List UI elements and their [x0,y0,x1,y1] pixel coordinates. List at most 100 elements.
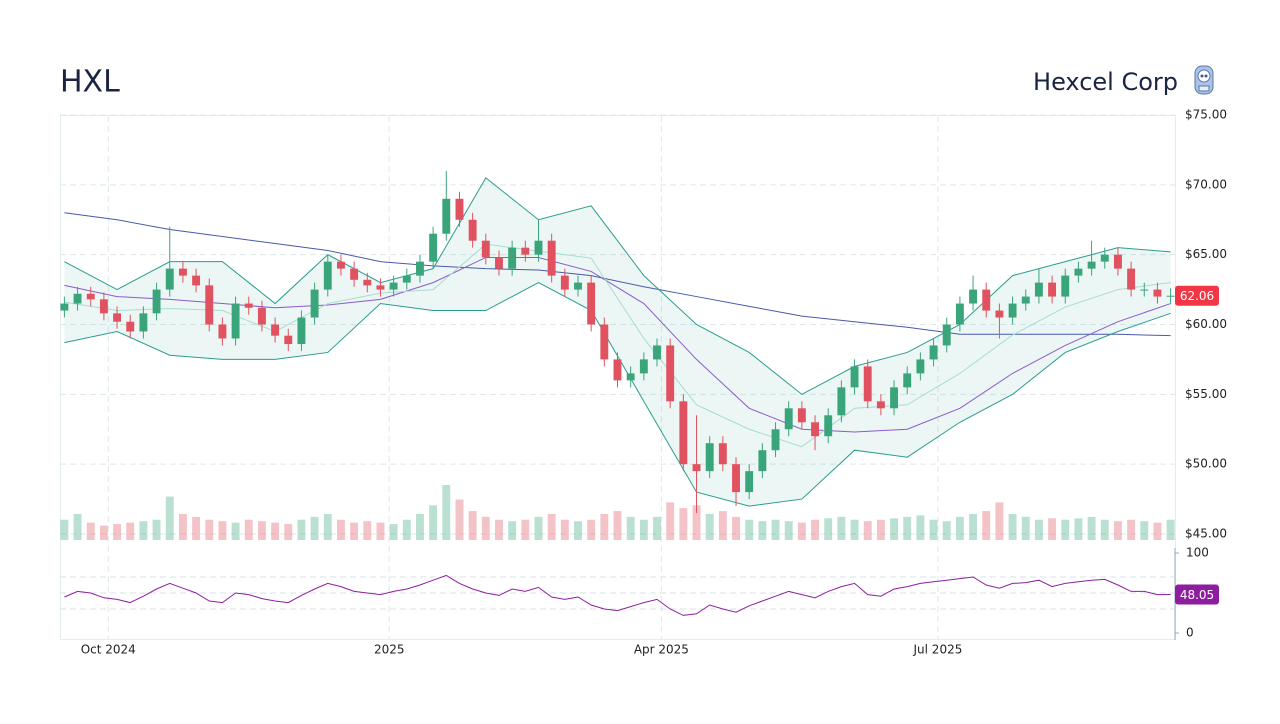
volume-bar [692,505,701,540]
volume-bar [587,519,596,540]
volume-bar [257,521,266,540]
volume-bar [508,521,517,540]
candle-body [850,366,859,388]
candle-body [876,401,885,409]
volume-bar [797,522,806,540]
volume-bar [824,518,833,540]
volume-bar [1048,518,1057,540]
candle-body [587,282,596,325]
candle-body [1127,268,1136,290]
candle-body [929,345,938,360]
rsi-line [64,574,1171,616]
candle-body [244,303,253,308]
y-tick-label: $75.00 [1185,108,1227,122]
volume-bar [705,513,714,540]
indicator-line [64,212,1171,337]
candle-body [639,359,648,374]
volume-bar [653,516,661,540]
candle-body [86,293,95,300]
volume-bar [745,519,754,540]
candle-body [969,289,978,304]
volume-bar [679,508,688,540]
volume-bar [666,502,675,540]
candle-body [402,275,411,283]
volume-bar [1087,516,1096,540]
candle-body [376,285,385,290]
candle-body [613,359,622,381]
volume-bar [784,521,793,540]
volume-bar [402,519,411,540]
volume-bar [350,522,359,540]
candle-body [718,443,727,465]
volume-bar [718,511,727,540]
candle-body [481,240,490,258]
candle-body [1008,303,1017,318]
candle-body [60,303,69,311]
candle-body [1034,282,1043,297]
volume-bar [1127,519,1136,540]
candle-body [310,289,319,318]
candle-body [626,373,635,381]
volume-bar [995,502,1004,540]
candle-body [455,198,464,220]
candle-body [152,289,161,314]
volume-bar [152,519,161,540]
volume-bar [192,516,201,540]
volume-bar [929,519,938,540]
candle-body [1166,295,1175,297]
candle-body [1021,296,1030,304]
candle-body [600,324,609,360]
volume-bar [165,496,174,540]
volume-bar [600,513,609,540]
y-tick-label: $70.00 [1185,177,1227,191]
volume-bar [113,524,122,540]
volume-bar [323,513,332,540]
candle-body [916,359,925,374]
volume-bar [811,519,819,540]
volume-bar [732,516,740,540]
volume-bar [1113,521,1122,540]
volume-bar [218,521,227,540]
volume-bar [416,513,424,540]
candle-body [1140,289,1149,291]
volume-bar [1100,519,1109,540]
volume-bar [363,521,372,540]
candle-body [205,285,214,325]
candle-body [942,324,951,346]
volume-bar [244,519,253,540]
y-tick-label: $50.00 [1185,457,1227,471]
x-tick-label: 2025 [374,643,405,657]
volume-bar [534,516,543,540]
x-tick-label: Apr 2025 [634,643,689,657]
candle-body [99,299,108,314]
volume-bar [547,513,556,540]
volume-bar [890,518,899,540]
candle-body [113,313,122,322]
candle-body [863,366,872,402]
volume-bar [455,499,464,540]
candle-body [192,275,201,286]
volume-bar [639,519,648,540]
volume-bar [481,516,490,540]
candle-body [903,373,912,388]
candle-body [890,387,899,409]
candle-body [1100,254,1109,262]
candle-body [165,268,174,290]
candle-body [824,415,833,437]
volume-bar [86,522,95,540]
band-fill [64,177,1171,507]
volume-bar [1166,519,1175,540]
candle-body [547,240,556,276]
volume-bar [376,522,385,540]
volume-bar [429,505,438,540]
candle-body [442,198,451,234]
volume-bar [495,519,503,540]
volume-bar [758,521,767,540]
volume-bar [99,525,108,540]
y-tick-label: $55.00 [1185,387,1227,401]
y-tick-label: $60.00 [1185,317,1227,331]
candle-body [982,289,991,311]
volume-bar [1140,521,1149,540]
volume-bar [903,516,912,540]
